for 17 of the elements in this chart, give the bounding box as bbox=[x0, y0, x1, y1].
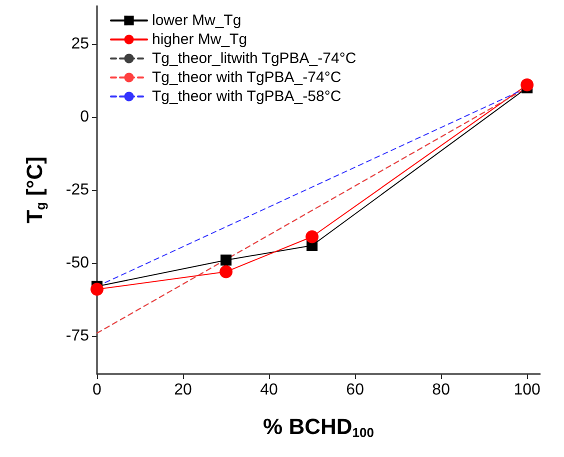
legend-label: Tg_theor_litwith TgPBA_-74°C bbox=[152, 50, 356, 67]
y-tick-label: -50 bbox=[66, 254, 90, 272]
legend-label: higher Mw_Tg bbox=[152, 31, 248, 48]
y-tick-label: 25 bbox=[71, 35, 90, 52]
y-tick-label: -25 bbox=[66, 182, 90, 198]
x-tick-label: 40 bbox=[260, 382, 278, 398]
legend-label: Tg_theor with TgPBA_-74°C bbox=[152, 69, 342, 86]
y-tick-label: -75 bbox=[66, 328, 90, 345]
x-tick-label: 60 bbox=[346, 382, 364, 398]
legend-label: lower Mw_Tg bbox=[152, 12, 242, 29]
x-tick-label: 80 bbox=[432, 382, 450, 398]
y-tick-label: 0 bbox=[80, 108, 90, 126]
x-tick-label: 0 bbox=[92, 382, 102, 398]
legend-label: Tg_theor with TgPBA_-58°C bbox=[152, 88, 342, 105]
y-axis-title: Tg [°C] bbox=[22, 156, 48, 224]
x-tick-label: 20 bbox=[174, 382, 192, 398]
x-tick-label: 100 bbox=[514, 382, 541, 398]
